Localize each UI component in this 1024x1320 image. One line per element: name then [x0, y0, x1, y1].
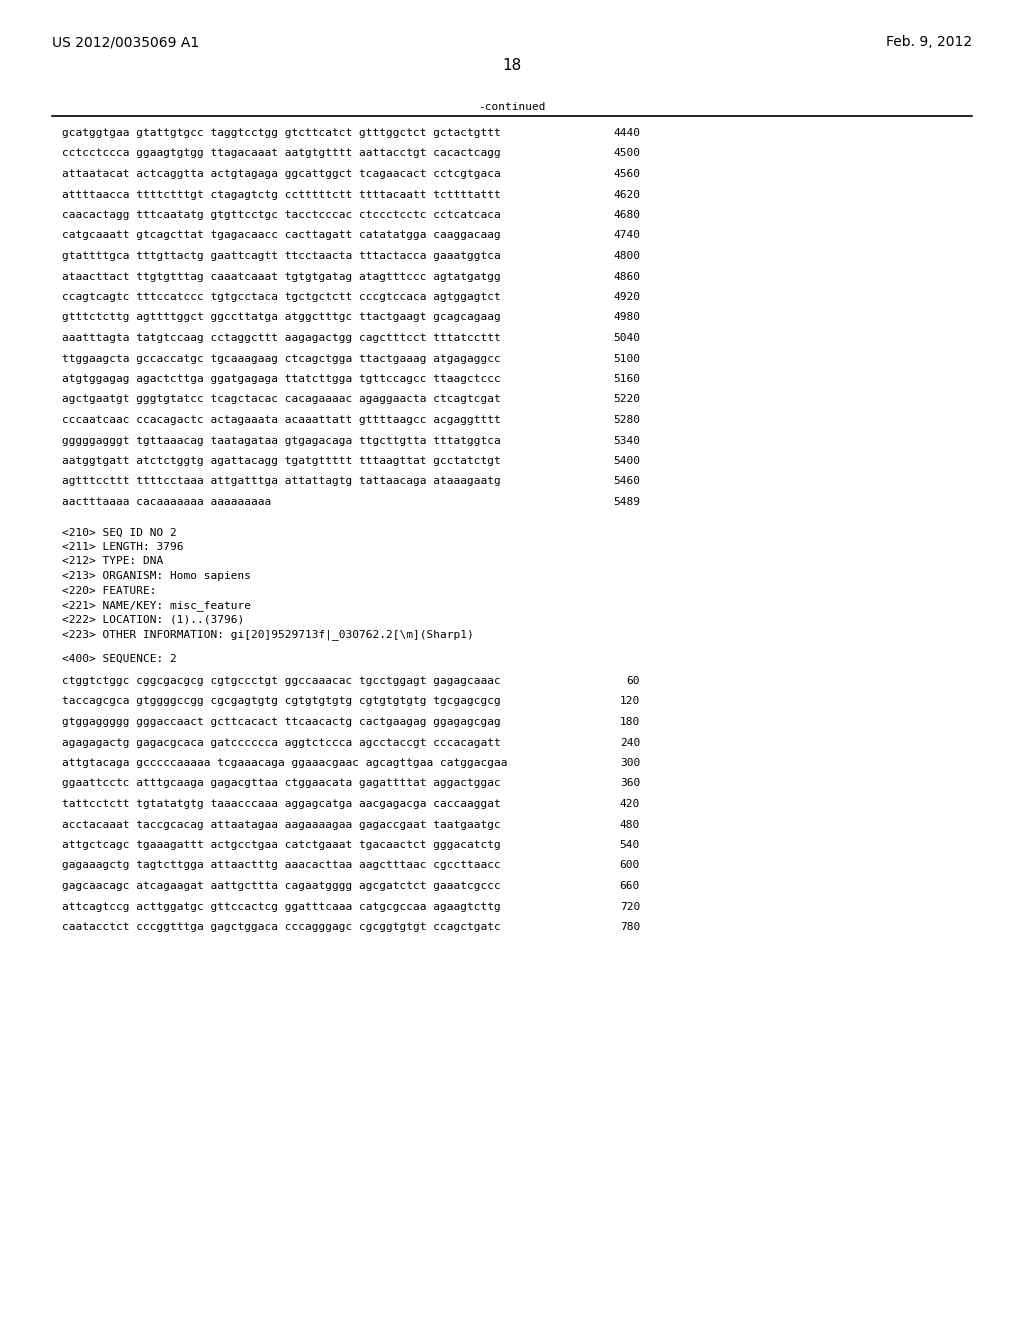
Text: 360: 360: [620, 779, 640, 788]
Text: <223> OTHER INFORMATION: gi[20]9529713f|_030762.2[\m](Sharp1): <223> OTHER INFORMATION: gi[20]9529713f|…: [62, 630, 474, 640]
Text: <212> TYPE: DNA: <212> TYPE: DNA: [62, 557, 163, 566]
Text: 5040: 5040: [613, 333, 640, 343]
Text: 300: 300: [620, 758, 640, 768]
Text: agtttccttt ttttcctaaa attgatttga attattagtg tattaacaga ataaagaatg: agtttccttt ttttcctaaa attgatttga attatta…: [62, 477, 501, 487]
Text: 4980: 4980: [613, 313, 640, 322]
Text: agctgaatgt gggtgtatcc tcagctacac cacagaaaac agaggaacta ctcagtcgat: agctgaatgt gggtgtatcc tcagctacac cacagaa…: [62, 395, 501, 404]
Text: ttggaagcta gccaccatgc tgcaaagaag ctcagctgga ttactgaaag atgagaggcc: ttggaagcta gccaccatgc tgcaaagaag ctcagct…: [62, 354, 501, 363]
Text: 4680: 4680: [613, 210, 640, 220]
Text: 5340: 5340: [613, 436, 640, 446]
Text: US 2012/0035069 A1: US 2012/0035069 A1: [52, 36, 200, 49]
Text: ccagtcagtc tttccatccc tgtgcctaca tgctgctctt cccgtccaca agtggagtct: ccagtcagtc tttccatccc tgtgcctaca tgctgct…: [62, 292, 501, 302]
Text: 780: 780: [620, 921, 640, 932]
Text: 4620: 4620: [613, 190, 640, 199]
Text: 420: 420: [620, 799, 640, 809]
Text: 60: 60: [627, 676, 640, 686]
Text: Feb. 9, 2012: Feb. 9, 2012: [886, 36, 972, 49]
Text: 4800: 4800: [613, 251, 640, 261]
Text: <210> SEQ ID NO 2: <210> SEQ ID NO 2: [62, 528, 177, 537]
Text: atgtggagag agactcttga ggatgagaga ttatcttgga tgttccagcc ttaagctccc: atgtggagag agactcttga ggatgagaga ttatctt…: [62, 374, 501, 384]
Text: attcagtccg acttggatgc gttccactcg ggatttcaaa catgcgccaa agaagtcttg: attcagtccg acttggatgc gttccactcg ggatttc…: [62, 902, 501, 912]
Text: acctacaaat taccgcacag attaatagaa aagaaaagaa gagaccgaat taatgaatgc: acctacaaat taccgcacag attaatagaa aagaaaa…: [62, 820, 501, 829]
Text: 4920: 4920: [613, 292, 640, 302]
Text: 600: 600: [620, 861, 640, 870]
Text: gagaaagctg tagtcttgga attaactttg aaacacttaa aagctttaac cgccttaacc: gagaaagctg tagtcttgga attaactttg aaacact…: [62, 861, 501, 870]
Text: cccaatcaac ccacagactc actagaaata acaaattatt gttttaagcc acgaggtttt: cccaatcaac ccacagactc actagaaata acaaatt…: [62, 414, 501, 425]
Text: catgcaaatt gtcagcttat tgagacaacc cacttagatt catatatgga caaggacaag: catgcaaatt gtcagcttat tgagacaacc cacttag…: [62, 231, 501, 240]
Text: taccagcgca gtggggccgg cgcgagtgtg cgtgtgtgtg cgtgtgtgtg tgcgagcgcg: taccagcgca gtggggccgg cgcgagtgtg cgtgtgt…: [62, 697, 501, 706]
Text: tattcctctt tgtatatgtg taaacccaaa aggagcatga aacgagacga caccaaggat: tattcctctt tgtatatgtg taaacccaaa aggagca…: [62, 799, 501, 809]
Text: 5460: 5460: [613, 477, 640, 487]
Text: 5280: 5280: [613, 414, 640, 425]
Text: 180: 180: [620, 717, 640, 727]
Text: 240: 240: [620, 738, 640, 747]
Text: 540: 540: [620, 840, 640, 850]
Text: 5489: 5489: [613, 498, 640, 507]
Text: 120: 120: [620, 697, 640, 706]
Text: <213> ORGANISM: Homo sapiens: <213> ORGANISM: Homo sapiens: [62, 572, 251, 581]
Text: <222> LOCATION: (1)..(3796): <222> LOCATION: (1)..(3796): [62, 615, 245, 624]
Text: <220> FEATURE:: <220> FEATURE:: [62, 586, 157, 595]
Text: <211> LENGTH: 3796: <211> LENGTH: 3796: [62, 543, 183, 552]
Text: attgctcagc tgaaagattt actgcctgaa catctgaaat tgacaactct gggacatctg: attgctcagc tgaaagattt actgcctgaa catctga…: [62, 840, 501, 850]
Text: gtattttgca tttgttactg gaattcagtt ttcctaacta tttactacca gaaatggtca: gtattttgca tttgttactg gaattcagtt ttcctaa…: [62, 251, 501, 261]
Text: gagcaacagc atcagaagat aattgcttta cagaatgggg agcgatctct gaaatcgccc: gagcaacagc atcagaagat aattgcttta cagaatg…: [62, 880, 501, 891]
Text: caacactagg tttcaatatg gtgttcctgc tacctcccac ctccctcctc cctcatcaca: caacactagg tttcaatatg gtgttcctgc tacctcc…: [62, 210, 501, 220]
Text: 4860: 4860: [613, 272, 640, 281]
Text: 4560: 4560: [613, 169, 640, 180]
Text: 4500: 4500: [613, 149, 640, 158]
Text: cctcctccca ggaagtgtgg ttagacaaat aatgtgtttt aattacctgt cacactcagg: cctcctccca ggaagtgtgg ttagacaaat aatgtgt…: [62, 149, 501, 158]
Text: 480: 480: [620, 820, 640, 829]
Text: gggggagggt tgttaaacag taatagataa gtgagacaga ttgcttgtta tttatggtca: gggggagggt tgttaaacag taatagataa gtgagac…: [62, 436, 501, 446]
Text: gtggaggggg gggaccaact gcttcacact ttcaacactg cactgaagag ggagagcgag: gtggaggggg gggaccaact gcttcacact ttcaaca…: [62, 717, 501, 727]
Text: ggaattcctc atttgcaaga gagacgttaa ctggaacata gagattttat aggactggac: ggaattcctc atttgcaaga gagacgttaa ctggaac…: [62, 779, 501, 788]
Text: aatggtgatt atctctggtg agattacagg tgatgttttt tttaagttat gcctatctgt: aatggtgatt atctctggtg agattacagg tgatgtt…: [62, 455, 501, 466]
Text: ctggtctggc cggcgacgcg cgtgccctgt ggccaaacac tgcctggagt gagagcaaac: ctggtctggc cggcgacgcg cgtgccctgt ggccaaa…: [62, 676, 501, 686]
Text: 5220: 5220: [613, 395, 640, 404]
Text: 720: 720: [620, 902, 640, 912]
Text: gtttctcttg agttttggct ggccttatga atggctttgc ttactgaagt gcagcagaag: gtttctcttg agttttggct ggccttatga atggctt…: [62, 313, 501, 322]
Text: 660: 660: [620, 880, 640, 891]
Text: attaatacat actcaggtta actgtagaga ggcattggct tcagaacact cctcgtgaca: attaatacat actcaggtta actgtagaga ggcattg…: [62, 169, 501, 180]
Text: 5100: 5100: [613, 354, 640, 363]
Text: 5160: 5160: [613, 374, 640, 384]
Text: aactttaaaa cacaaaaaaa aaaaaaaaa: aactttaaaa cacaaaaaaa aaaaaaaaa: [62, 498, 271, 507]
Text: <221> NAME/KEY: misc_feature: <221> NAME/KEY: misc_feature: [62, 601, 251, 611]
Text: 4740: 4740: [613, 231, 640, 240]
Text: gcatggtgaa gtattgtgcc taggtcctgg gtcttcatct gtttggctct gctactgttt: gcatggtgaa gtattgtgcc taggtcctgg gtcttca…: [62, 128, 501, 139]
Text: aaatttagta tatgtccaag cctaggcttt aagagactgg cagctttcct tttatccttt: aaatttagta tatgtccaag cctaggcttt aagagac…: [62, 333, 501, 343]
Text: -continued: -continued: [478, 102, 546, 112]
Text: ataacttact ttgtgtttag caaatcaaat tgtgtgatag atagtttccc agtatgatgg: ataacttact ttgtgtttag caaatcaaat tgtgtga…: [62, 272, 501, 281]
Text: <400> SEQUENCE: 2: <400> SEQUENCE: 2: [62, 653, 177, 664]
Text: agagagactg gagacgcaca gatcccccca aggtctccca agcctaccgt cccacagatt: agagagactg gagacgcaca gatcccccca aggtctc…: [62, 738, 501, 747]
Text: caatacctct cccggtttga gagctggaca cccagggagc cgcggtgtgt ccagctgatc: caatacctct cccggtttga gagctggaca cccaggg…: [62, 921, 501, 932]
Text: 5400: 5400: [613, 455, 640, 466]
Text: attttaacca ttttctttgt ctagagtctg cctttttctt ttttacaatt tcttttattt: attttaacca ttttctttgt ctagagtctg ccttttt…: [62, 190, 501, 199]
Text: 4440: 4440: [613, 128, 640, 139]
Text: attgtacaga gcccccaaaaa tcgaaacaga ggaaacgaac agcagttgaa catggacgaa: attgtacaga gcccccaaaaa tcgaaacaga ggaaac…: [62, 758, 508, 768]
Text: 18: 18: [503, 58, 521, 73]
